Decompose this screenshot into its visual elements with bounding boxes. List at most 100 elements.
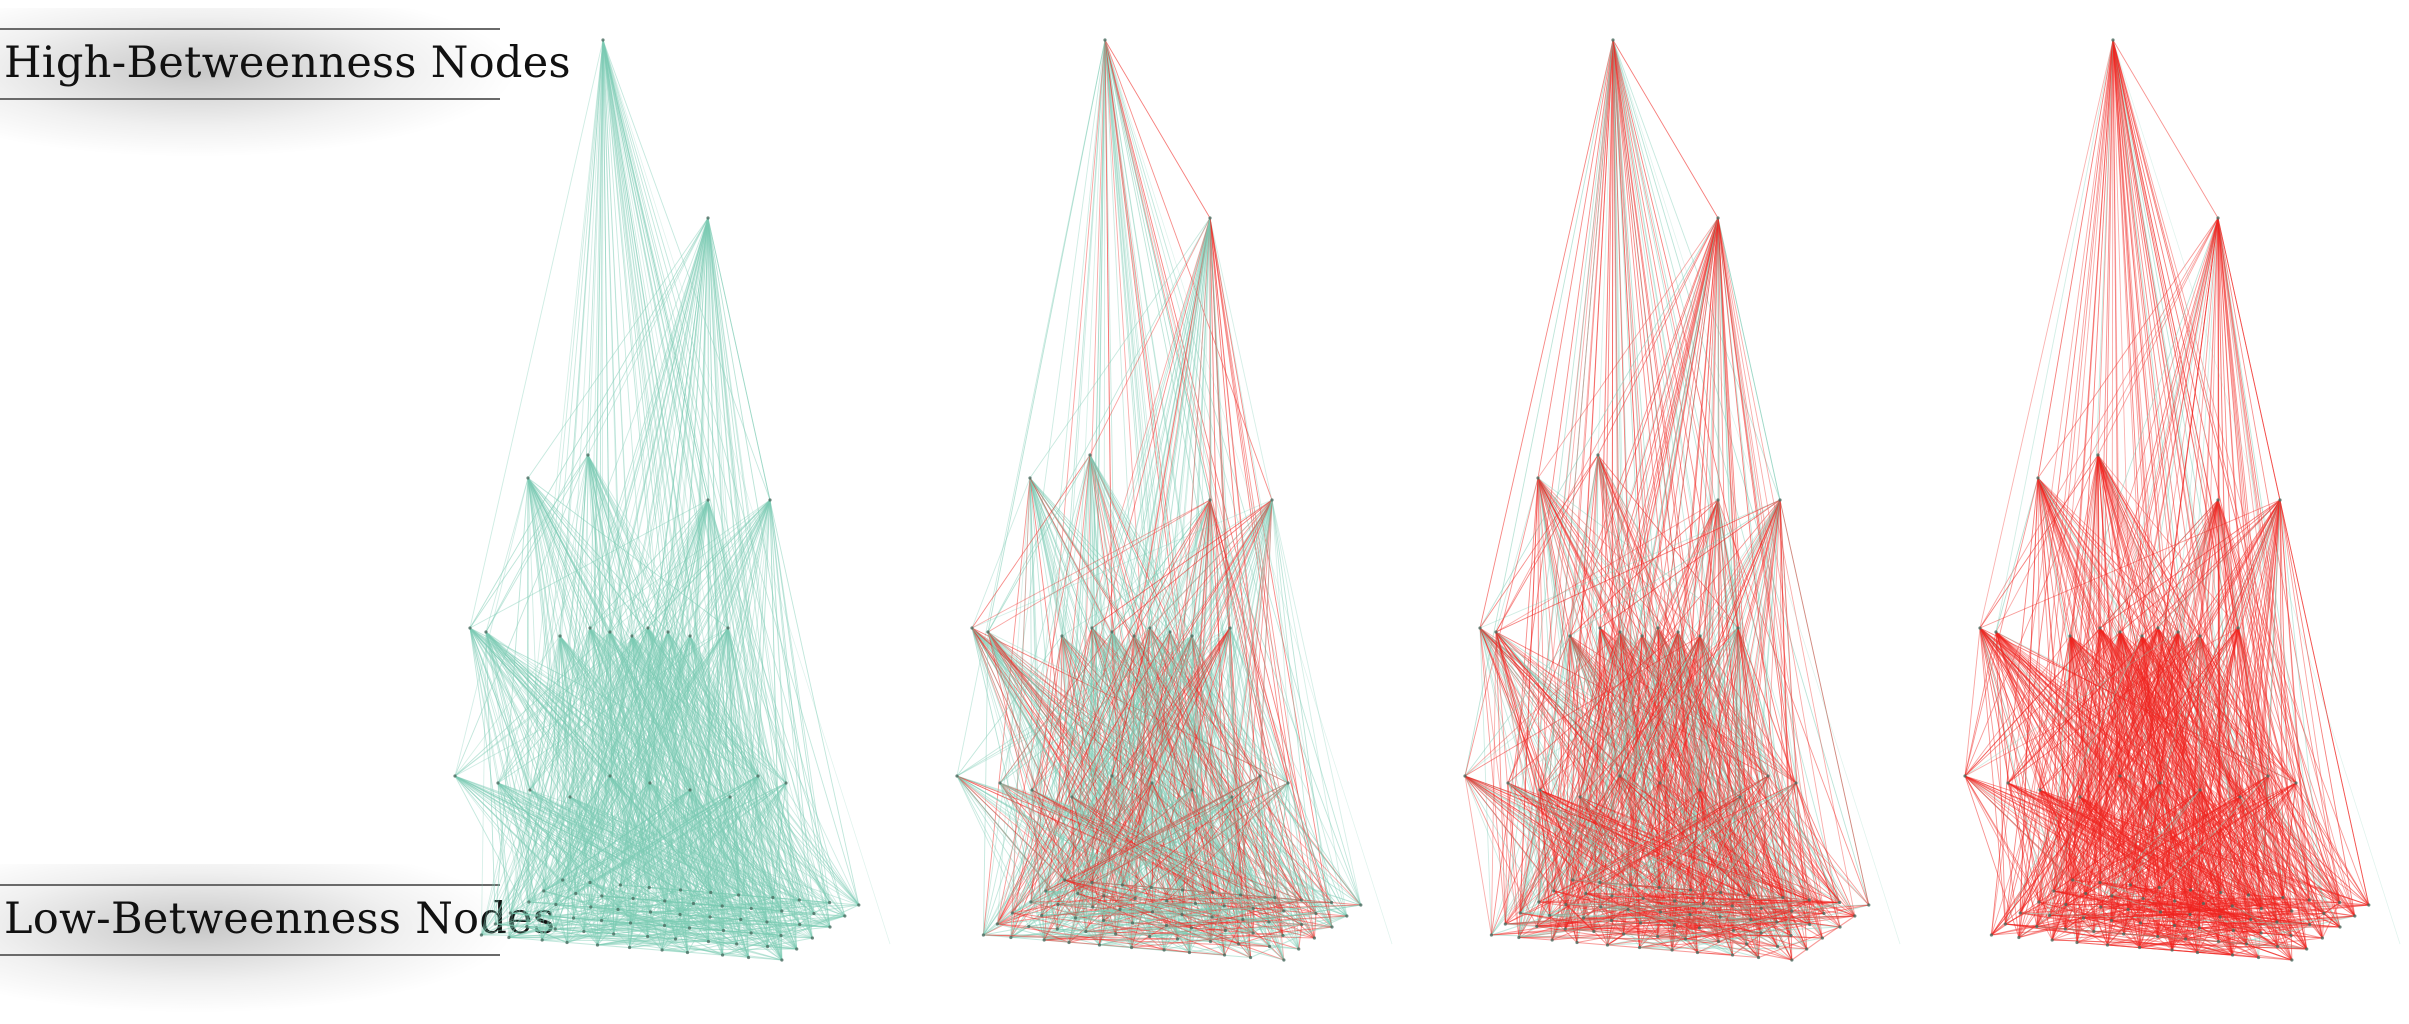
network-node [2035, 924, 2039, 929]
low-betweenness-text: Low-Betweenness Nodes [4, 894, 556, 944]
network-node [1162, 948, 1166, 952]
network-node [2198, 788, 2202, 792]
network-node [612, 932, 616, 936]
network-node [843, 914, 847, 918]
network-node [1129, 945, 1134, 950]
edges [454, 39, 891, 961]
nodes [1963, 38, 2371, 962]
network-node [688, 788, 692, 792]
network-node [2183, 937, 2188, 941]
network-node [1241, 917, 1245, 922]
network-node [1168, 630, 1172, 634]
network-node [765, 944, 770, 949]
edges [1464, 39, 1901, 961]
network-node [630, 634, 634, 638]
network-node [1028, 476, 1032, 480]
network-node [1208, 216, 1212, 220]
network-node [1778, 498, 1782, 502]
network-node [1165, 899, 1169, 903]
network-node [981, 933, 986, 937]
network-node [1550, 938, 1554, 942]
network-node [2118, 630, 2122, 634]
network-node [1656, 934, 1660, 939]
network-node [1187, 950, 1192, 955]
network-node [1622, 932, 1626, 936]
network-node [2098, 880, 2102, 885]
network-node [2230, 953, 2235, 957]
network-node [2122, 932, 2126, 936]
network-node [765, 920, 769, 924]
network-node [2201, 901, 2206, 906]
network-node [2173, 899, 2177, 903]
network-node [1605, 943, 1610, 947]
network-node [1029, 900, 1033, 904]
network-node [746, 955, 751, 960]
network-node [726, 626, 730, 630]
network-panel-3 [1463, 38, 1901, 962]
network-node [648, 910, 653, 914]
network-node [574, 891, 578, 896]
network-node [2138, 921, 2143, 925]
network-node [1042, 938, 1046, 942]
network-node [2176, 630, 2180, 634]
network-node [1683, 937, 1688, 941]
network-node [995, 922, 999, 926]
network-node [1738, 795, 1742, 799]
network-node [1084, 929, 1088, 934]
network-node [1010, 911, 1014, 915]
network-node [678, 912, 682, 917]
network-node [1090, 880, 1094, 885]
network-node [1673, 899, 1677, 903]
network-node [1114, 932, 1118, 936]
network-node [1781, 895, 1785, 900]
network-node [678, 888, 683, 892]
network-node [1312, 936, 1316, 940]
network-node [2290, 909, 2294, 913]
network-node [571, 916, 576, 920]
network-node [1775, 920, 1779, 924]
network-node [618, 883, 622, 887]
network-node [565, 940, 569, 945]
high-betweenness-label: High-Betweenness Nodes [0, 8, 571, 158]
network-node [1330, 900, 1334, 905]
network-node [736, 893, 741, 897]
network-node [2218, 915, 2222, 919]
network-node [1237, 942, 1241, 946]
network-node [1300, 922, 1304, 927]
network-node [780, 909, 784, 913]
network-node [1730, 904, 1734, 908]
network-node [1251, 906, 1255, 911]
network-node [484, 630, 488, 634]
network-node [2003, 922, 2007, 926]
network-node [955, 774, 959, 778]
network-node [2307, 898, 2311, 902]
network-node [2197, 926, 2202, 930]
network-node [608, 630, 612, 634]
network-node [1867, 903, 1871, 907]
nodes [955, 38, 1363, 962]
network-node [998, 781, 1002, 785]
network-node [2289, 933, 2293, 938]
network-node [1133, 896, 1137, 901]
network-node [735, 942, 739, 946]
network-node [1611, 38, 1615, 42]
network-node [1853, 914, 1857, 918]
network-node [795, 947, 799, 951]
network-node [2245, 942, 2249, 946]
network-node [2109, 918, 2114, 923]
network-node [1584, 891, 1588, 896]
network-node [1039, 913, 1044, 918]
network-node [1537, 900, 1541, 904]
network-node [2322, 911, 2326, 916]
network-node [1658, 781, 1662, 785]
network-node [2037, 900, 2041, 904]
network-node [1273, 895, 1277, 900]
network-node [2081, 916, 2086, 920]
network-node [2064, 902, 2068, 907]
network-node [2216, 939, 2221, 944]
network-node [1190, 634, 1194, 638]
network-node [812, 911, 816, 916]
network-node [1808, 922, 1812, 927]
network-node [1180, 888, 1185, 892]
network-node [2188, 888, 2193, 892]
